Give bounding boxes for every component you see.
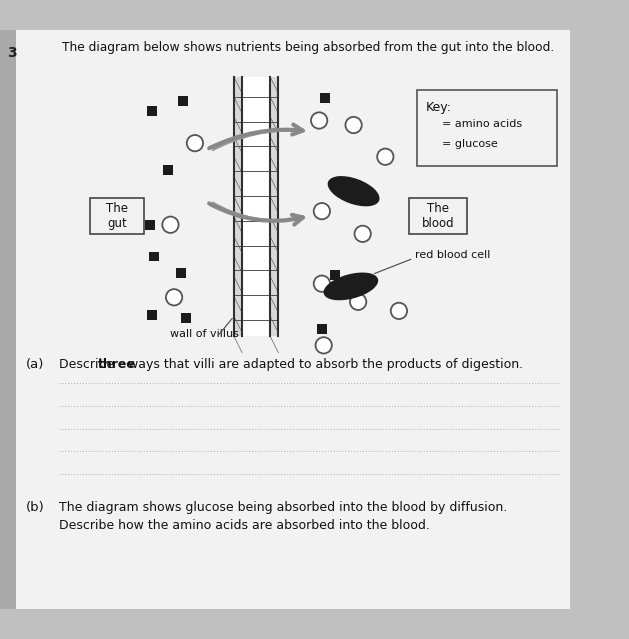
Text: 3: 3 — [8, 46, 17, 60]
Text: Describe: Describe — [59, 358, 118, 371]
Circle shape — [162, 217, 179, 233]
Circle shape — [314, 203, 330, 219]
Text: The diagram shows glucose being absorbed into the blood by diffusion.: The diagram shows glucose being absorbed… — [59, 501, 507, 514]
Bar — [176, 268, 186, 278]
Ellipse shape — [328, 176, 379, 206]
Bar — [358, 183, 368, 194]
Circle shape — [391, 303, 407, 319]
Bar — [147, 311, 157, 320]
Text: (b): (b) — [25, 501, 44, 514]
Bar — [427, 139, 436, 149]
Circle shape — [311, 112, 327, 128]
Circle shape — [345, 117, 362, 133]
Bar — [181, 313, 191, 323]
Ellipse shape — [323, 272, 378, 300]
Circle shape — [187, 135, 203, 151]
Text: (a): (a) — [25, 358, 44, 371]
Bar — [270, 77, 279, 336]
Text: = glucose: = glucose — [442, 139, 498, 149]
Bar — [147, 107, 157, 116]
Text: ways that villi are adapted to absorb the products of digestion.: ways that villi are adapted to absorb th… — [124, 358, 523, 371]
Bar — [0, 30, 16, 609]
Text: wall of villus: wall of villus — [170, 329, 239, 339]
Bar — [234, 77, 242, 336]
Circle shape — [316, 337, 332, 353]
Text: red blood cell: red blood cell — [415, 250, 491, 259]
Circle shape — [355, 226, 371, 242]
Text: The
gut: The gut — [106, 202, 128, 229]
Text: The diagram below shows nutrients being absorbed from the gut into the blood.: The diagram below shows nutrients being … — [62, 41, 554, 54]
Bar — [242, 77, 270, 336]
FancyBboxPatch shape — [417, 89, 557, 166]
Bar — [320, 93, 330, 103]
Text: three: three — [98, 358, 136, 371]
Text: = amino acids: = amino acids — [442, 119, 523, 129]
Circle shape — [314, 275, 330, 292]
Circle shape — [350, 294, 366, 310]
Text: Key:: Key: — [426, 100, 452, 114]
Bar — [163, 166, 173, 175]
Bar — [149, 252, 159, 261]
Bar — [317, 324, 327, 334]
Circle shape — [377, 149, 394, 165]
Text: The
blood: The blood — [421, 202, 454, 229]
Bar — [178, 96, 188, 105]
FancyBboxPatch shape — [90, 197, 144, 234]
Text: Describe how the amino acids are absorbed into the blood.: Describe how the amino acids are absorbe… — [59, 520, 430, 532]
Circle shape — [166, 289, 182, 305]
FancyBboxPatch shape — [409, 197, 467, 234]
Circle shape — [425, 118, 438, 130]
Bar — [145, 220, 155, 230]
Bar — [330, 270, 340, 280]
